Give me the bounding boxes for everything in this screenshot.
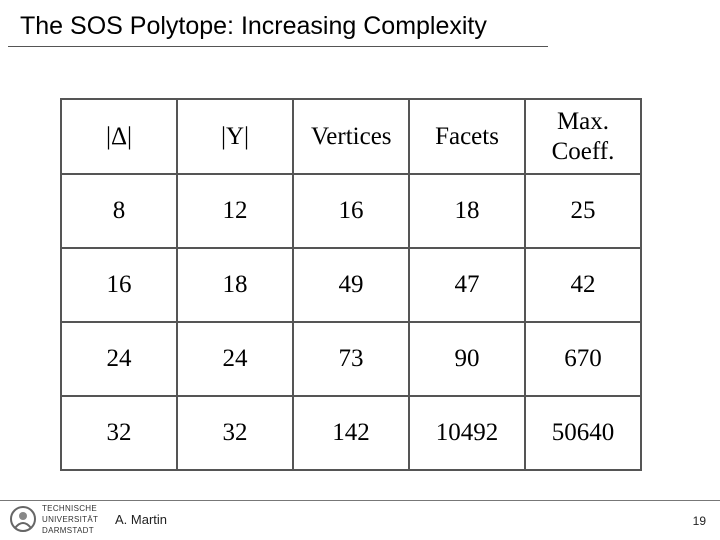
header-row: |Δ| |Y| Vertices Facets Max. Coeff. [60,98,642,175]
table-row: 24 24 73 90 670 [60,321,642,397]
logo-line: DARMSTADT [42,526,94,535]
table-cell: 90 [408,321,526,397]
logo-icon [10,506,36,532]
header-text: Vertices [311,122,392,150]
table-body: 8 12 16 18 25 16 18 49 47 42 24 24 73 90 670 32 32 142 104… [60,173,642,471]
table-cell: 49 [292,247,410,323]
table-cell: 32 [176,395,294,471]
table-cell: 32 [60,395,178,471]
table-cell: 42 [524,247,642,323]
table-cell: 142 [292,395,410,471]
logo-line: TECHNISCHE [42,504,98,513]
header-text: |Y| [220,122,250,150]
column-header: Max. Coeff. [524,98,642,175]
slide-title: The SOS Polytope: Increasing Complexity [20,12,487,40]
table-cell: 18 [408,173,526,249]
table-cell: 47 [408,247,526,323]
column-header: |Y| [176,98,294,175]
table-row: 32 32 142 10492 50640 [60,395,642,471]
title-rule [8,46,548,47]
table-cell: 50640 [524,395,642,471]
table-cell: 16 [292,173,410,249]
table-cell: 8 [60,173,178,249]
table-cell: 25 [524,173,642,249]
table-cell: 16 [60,247,178,323]
column-header: Facets [408,98,526,175]
table-cell: 18 [176,247,294,323]
table-row: 16 18 49 47 42 [60,247,642,323]
table-cell: 24 [60,321,178,397]
column-header: |Δ| [60,98,178,175]
logo-line: UNIVERSITÄT [42,515,99,524]
logo-text: TECHNISCHE UNIVERSITÄT DARMSTADT [42,503,98,536]
page-number: 19 [692,514,706,528]
column-header: Vertices [292,98,410,175]
table-cell: 12 [176,173,294,249]
table-cell: 10492 [408,395,526,471]
header-text: Facets [435,122,499,150]
footer-rule [0,500,720,501]
data-table: |Δ| |Y| Vertices Facets Max. Coeff. 8 12 16 18 2… [60,98,642,471]
table-cell: 24 [176,321,294,397]
header-text: Max. Coeff. [551,107,615,165]
table-row: 8 12 16 18 25 [60,173,642,249]
author: A. Martin [115,512,168,527]
table-cell: 73 [292,321,410,397]
table-cell: 670 [524,321,642,397]
header-text: |Δ| [105,122,133,150]
